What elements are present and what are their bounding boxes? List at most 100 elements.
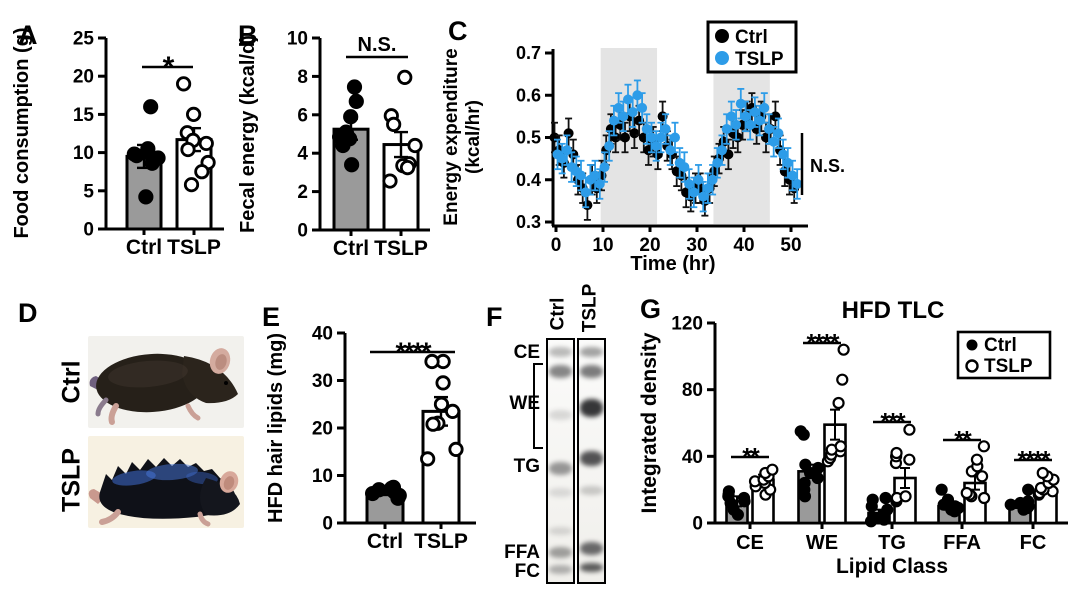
svg-text:TSLP: TSLP xyxy=(414,530,468,553)
svg-text:40: 40 xyxy=(733,235,754,256)
svg-text:8: 8 xyxy=(297,67,308,88)
svg-text:Lipid Class: Lipid Class xyxy=(836,555,948,578)
gel-lane-label-ctrl: Ctrl xyxy=(547,297,569,331)
svg-text:15: 15 xyxy=(73,105,95,126)
panel-f: F Ctrl TSLP CE WE TG FFA FC xyxy=(484,284,634,594)
svg-text:***: *** xyxy=(880,409,905,437)
svg-text:Fecal energy (kcal/d): Fecal energy (kcal/d) xyxy=(237,35,259,233)
ctrl-mouse-image xyxy=(88,336,244,428)
gel-lane-tslp xyxy=(577,338,606,584)
panel-c: C 0.3 0.4 0.5 0.6 0.7 0 10 20 30 40 50 Time (hr) Ene… xyxy=(440,5,860,283)
blue-sheen xyxy=(112,470,156,486)
tslp-photo-label: TSLP xyxy=(57,448,86,512)
panel-g: G HFD TLC 0 40 80 120 Integrated density CE ** W… xyxy=(638,294,1080,594)
gel-marker-ffa: FFA xyxy=(504,542,540,563)
hair-lipids-chart: 0 10 20 30 40 HFD hair lipids (mg) Ctrl TSLP ***… xyxy=(265,324,476,553)
svg-text:****: **** xyxy=(1018,447,1051,475)
energy-expenditure-chart: 0.3 0.4 0.5 0.6 0.7 0 10 20 30 40 50 Time (hr) Energ… xyxy=(441,20,845,275)
svg-text:0.6: 0.6 xyxy=(516,85,541,105)
mouse-eye xyxy=(224,381,228,385)
svg-text:(kcal/hr): (kcal/hr) xyxy=(463,100,484,174)
svg-text:40: 40 xyxy=(682,447,703,468)
mouse-photo-ctrl xyxy=(88,336,244,428)
svg-text:10: 10 xyxy=(592,235,613,256)
svg-text:0: 0 xyxy=(322,514,333,535)
svg-text:20: 20 xyxy=(73,67,94,88)
svg-text:Ctrl: Ctrl xyxy=(735,27,768,48)
ctrl-photo-label: Ctrl xyxy=(57,360,86,404)
svg-text:0: 0 xyxy=(297,221,308,242)
panel-a-label: A xyxy=(18,20,38,50)
panel-b: B 0 2 4 6 8 10 Fecal energy (kcal/d) Ctrl TSLP N.… xyxy=(232,8,432,274)
gel-marker-we: WE xyxy=(509,393,540,414)
panel-d: D Ctrl TSLP xyxy=(8,296,260,590)
svg-text:30: 30 xyxy=(686,235,707,256)
panel-e: E 0 10 20 30 40 HFD hair lipids (mg) Ctrl TSLP *… xyxy=(262,296,487,594)
svg-text:10: 10 xyxy=(287,29,308,50)
svg-text:0: 0 xyxy=(551,235,562,256)
svg-text:0: 0 xyxy=(692,514,703,535)
svg-text:30: 30 xyxy=(312,371,333,392)
svg-text:0.3: 0.3 xyxy=(516,212,541,232)
svg-text:Energy expenditure: Energy expenditure xyxy=(441,48,462,225)
svg-text:Ctrl: Ctrl xyxy=(126,236,162,259)
svg-text:****: **** xyxy=(807,330,840,358)
panel-g-label: G xyxy=(640,294,662,324)
svg-text:80: 80 xyxy=(682,380,703,401)
svg-text:0.5: 0.5 xyxy=(516,128,541,148)
svg-text:TSLP: TSLP xyxy=(167,236,221,259)
gel-marker-ce: CE xyxy=(513,342,540,363)
panel-e-label: E xyxy=(262,302,281,332)
svg-text:TG: TG xyxy=(878,532,906,554)
svg-text:25: 25 xyxy=(73,29,95,50)
svg-text:0: 0 xyxy=(83,220,94,241)
svg-text:0.4: 0.4 xyxy=(516,170,541,190)
blue-sheen xyxy=(146,463,198,481)
panel-a: A 0 5 10 15 20 25 Food consumption (g) Ctrl TSLP… xyxy=(8,8,232,274)
svg-text:FC: FC xyxy=(1020,532,1047,554)
gel-lane-label-tslp: TSLP xyxy=(579,283,601,333)
panel-b-label: B xyxy=(238,20,258,50)
svg-text:6: 6 xyxy=(297,105,308,126)
hfd-tlc-chart: HFD TLC 0 40 80 120 Integrated density CE ** WE *… xyxy=(638,297,1068,578)
svg-text:**: ** xyxy=(954,427,972,455)
svg-text:FFA: FFA xyxy=(943,532,981,554)
svg-text:HFD hair lipids (mg): HFD hair lipids (mg) xyxy=(265,333,287,523)
panel-d-label: D xyxy=(18,298,38,328)
panel-c-label: C xyxy=(448,16,468,46)
svg-text:10: 10 xyxy=(312,466,333,487)
svg-text:Ctrl: Ctrl xyxy=(333,237,369,260)
svg-text:20: 20 xyxy=(639,235,660,256)
svg-text:Ctrl: Ctrl xyxy=(984,335,1017,356)
fecal-energy-chart: 0 2 4 6 8 10 Fecal energy (kcal/d) Ctrl TSLP N.S. xyxy=(237,29,430,260)
svg-text:20: 20 xyxy=(312,419,333,440)
svg-text:4: 4 xyxy=(297,144,308,165)
gel-lane-ctrl xyxy=(546,338,575,584)
svg-text:120: 120 xyxy=(671,314,703,335)
panel-f-label: F xyxy=(486,302,503,332)
svg-text:****: **** xyxy=(395,337,432,367)
svg-text:N.S.: N.S. xyxy=(358,34,397,56)
svg-text:Ctrl: Ctrl xyxy=(367,530,403,553)
svg-text:TSLP: TSLP xyxy=(374,237,428,260)
svg-text:Time (hr): Time (hr) xyxy=(630,253,715,275)
svg-text:5: 5 xyxy=(83,181,94,202)
gel-marker-tg: TG xyxy=(513,456,540,477)
tslp-mouse-image xyxy=(88,436,244,528)
svg-text:2: 2 xyxy=(297,182,308,203)
svg-text:10: 10 xyxy=(73,143,94,164)
we-range-bracket xyxy=(533,363,543,449)
gel-marker-fc: FC xyxy=(514,561,540,582)
svg-text:HFD TLC: HFD TLC xyxy=(842,297,945,324)
svg-text:Integrated density: Integrated density xyxy=(638,332,661,513)
mouse-photo-tslp xyxy=(88,436,244,528)
svg-text:Food consumption (g): Food consumption (g) xyxy=(11,27,33,238)
svg-text:TSLP: TSLP xyxy=(735,49,784,70)
svg-text:WE: WE xyxy=(806,532,838,554)
svg-text:TSLP: TSLP xyxy=(984,356,1033,377)
svg-text:CE: CE xyxy=(736,532,764,554)
svg-text:40: 40 xyxy=(312,324,333,345)
svg-text:50: 50 xyxy=(780,235,801,256)
